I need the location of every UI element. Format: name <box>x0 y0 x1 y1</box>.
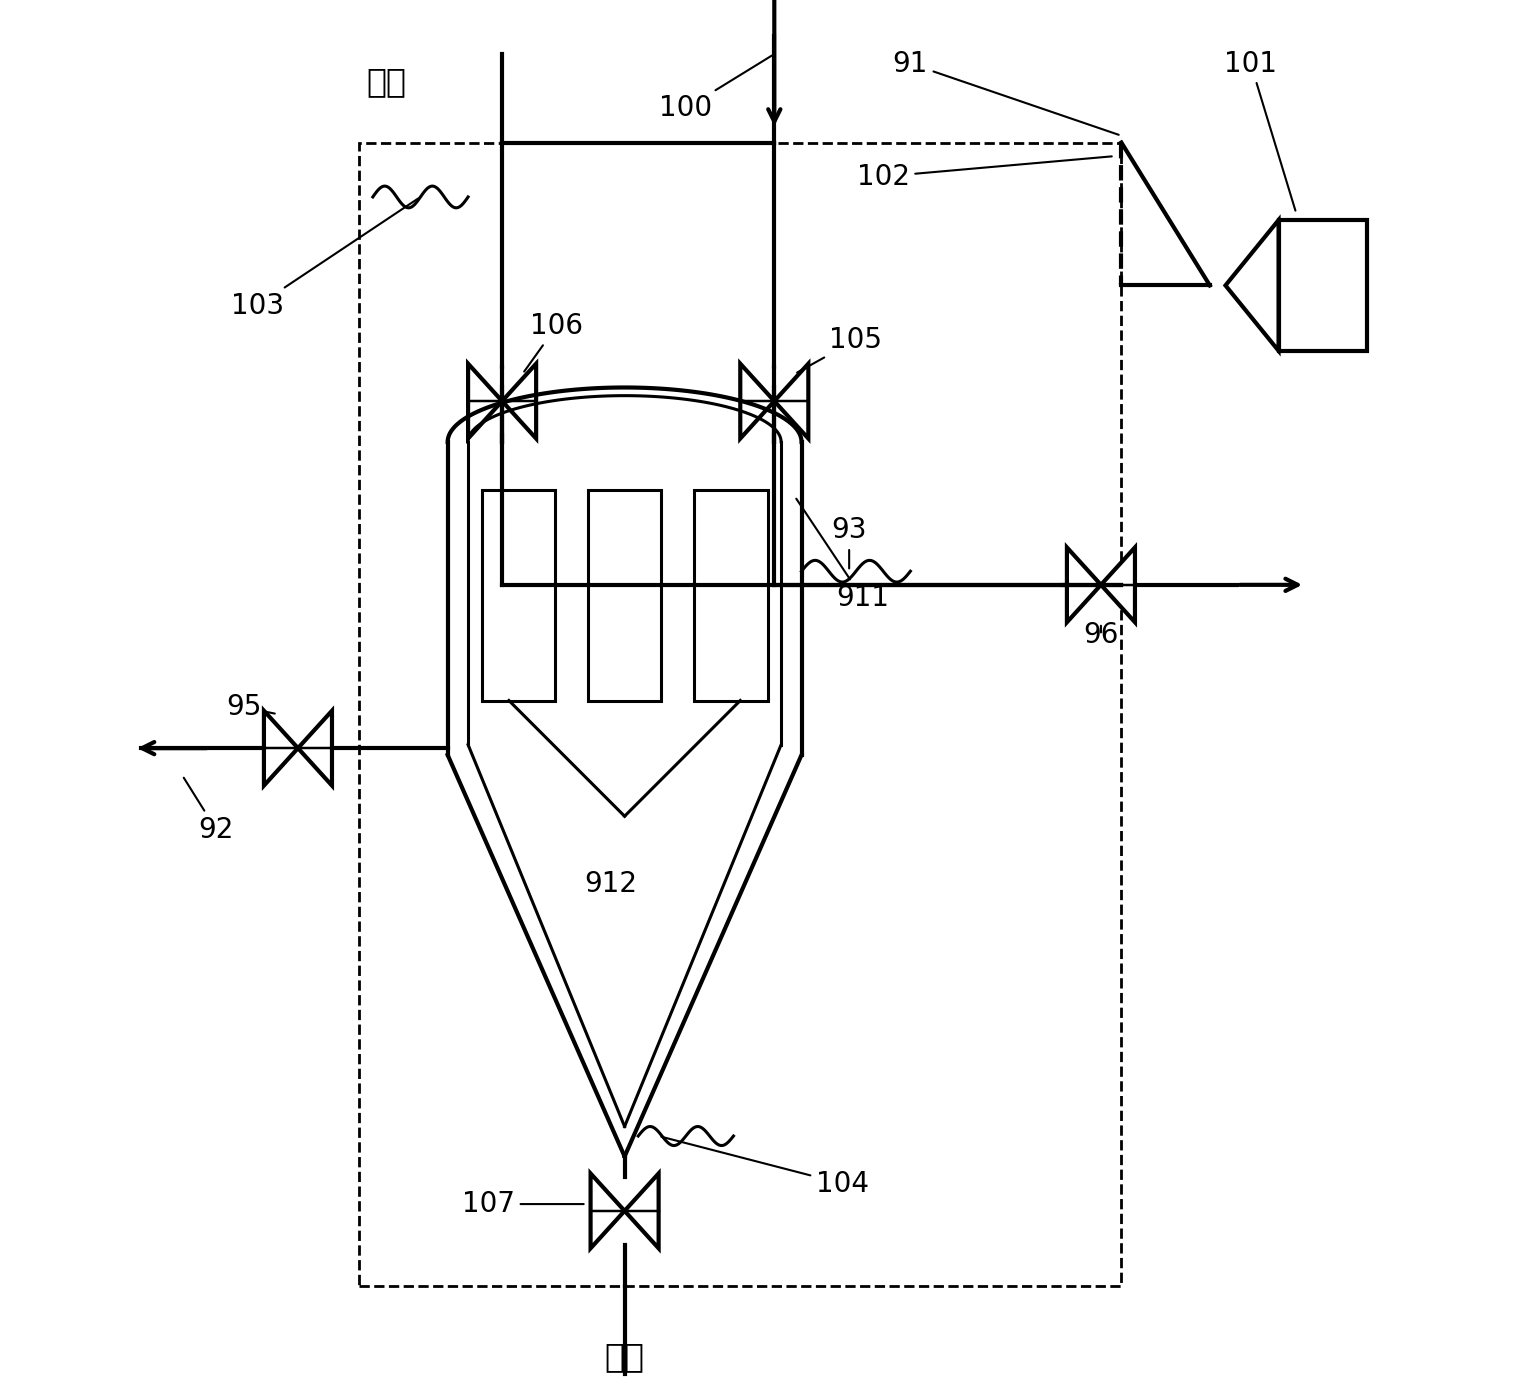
Polygon shape <box>1067 547 1101 623</box>
Bar <box>359 142 1122 1286</box>
Text: 95: 95 <box>226 694 275 722</box>
Bar <box>1279 221 1368 350</box>
Bar <box>482 490 556 701</box>
Text: 107: 107 <box>462 1189 583 1219</box>
Text: 912: 912 <box>585 870 637 898</box>
Text: 93: 93 <box>832 517 867 568</box>
Text: 91: 91 <box>893 50 1119 135</box>
Polygon shape <box>1225 221 1279 350</box>
Text: 101: 101 <box>1223 50 1296 211</box>
Text: 排出: 排出 <box>367 64 407 98</box>
Polygon shape <box>264 711 298 786</box>
Polygon shape <box>1101 547 1134 623</box>
Polygon shape <box>502 364 536 438</box>
Text: 排出: 排出 <box>605 1340 645 1374</box>
Polygon shape <box>774 364 809 438</box>
Text: 102: 102 <box>857 156 1111 190</box>
Text: 92: 92 <box>184 778 233 843</box>
Polygon shape <box>468 364 502 438</box>
Text: 105: 105 <box>797 325 883 373</box>
Polygon shape <box>591 1174 625 1248</box>
Text: 106: 106 <box>523 313 583 371</box>
Bar <box>694 490 768 701</box>
Text: 103: 103 <box>230 198 418 320</box>
Bar <box>588 490 662 701</box>
Polygon shape <box>740 364 774 438</box>
Polygon shape <box>298 711 332 786</box>
Text: 104: 104 <box>662 1136 869 1198</box>
Polygon shape <box>625 1174 659 1248</box>
Text: 911: 911 <box>797 498 889 613</box>
Text: 100: 100 <box>659 56 772 123</box>
Text: 96: 96 <box>1084 621 1119 649</box>
